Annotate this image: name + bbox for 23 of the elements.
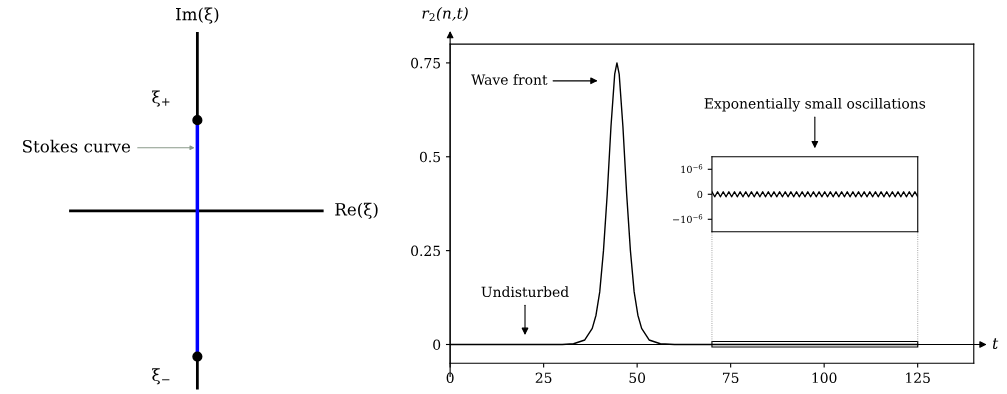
annotation: Exponentially small oscillations <box>704 97 926 112</box>
x-tick-label: 125 <box>906 372 930 384</box>
text: Re(ξ) <box>335 202 378 219</box>
x-tick-label: 50 <box>629 372 646 384</box>
x-tick-label: 0 <box>446 372 454 384</box>
annotation: Undisturbed <box>481 286 569 298</box>
y-tick-label: 10$^{−6}$ <box>681 164 703 174</box>
x-tick-label: 25 <box>535 372 552 384</box>
x-tick-label: 100 <box>812 372 837 384</box>
y-tick-label: 0 <box>697 190 703 199</box>
y-tick-label: 0.5 <box>419 151 441 163</box>
y-axis-title: r$_{2}$(n,t) <box>422 7 468 21</box>
text: ξ$_{+}$ <box>152 90 170 107</box>
text: Im(ξ) <box>176 7 219 24</box>
y-tick-label: −10$^{−6}$ <box>673 214 703 224</box>
y-tick-label: 0 <box>433 339 441 350</box>
x-tick-label: 75 <box>722 372 739 384</box>
annotation: Wave front <box>471 74 548 85</box>
text: ξ$_{−}$ <box>152 368 170 385</box>
y-tick-label: 0.25 <box>411 245 441 257</box>
text: Stokes curve <box>23 139 131 153</box>
x-axis-title: t <box>992 338 999 349</box>
y-tick-label: 0.75 <box>411 57 441 69</box>
